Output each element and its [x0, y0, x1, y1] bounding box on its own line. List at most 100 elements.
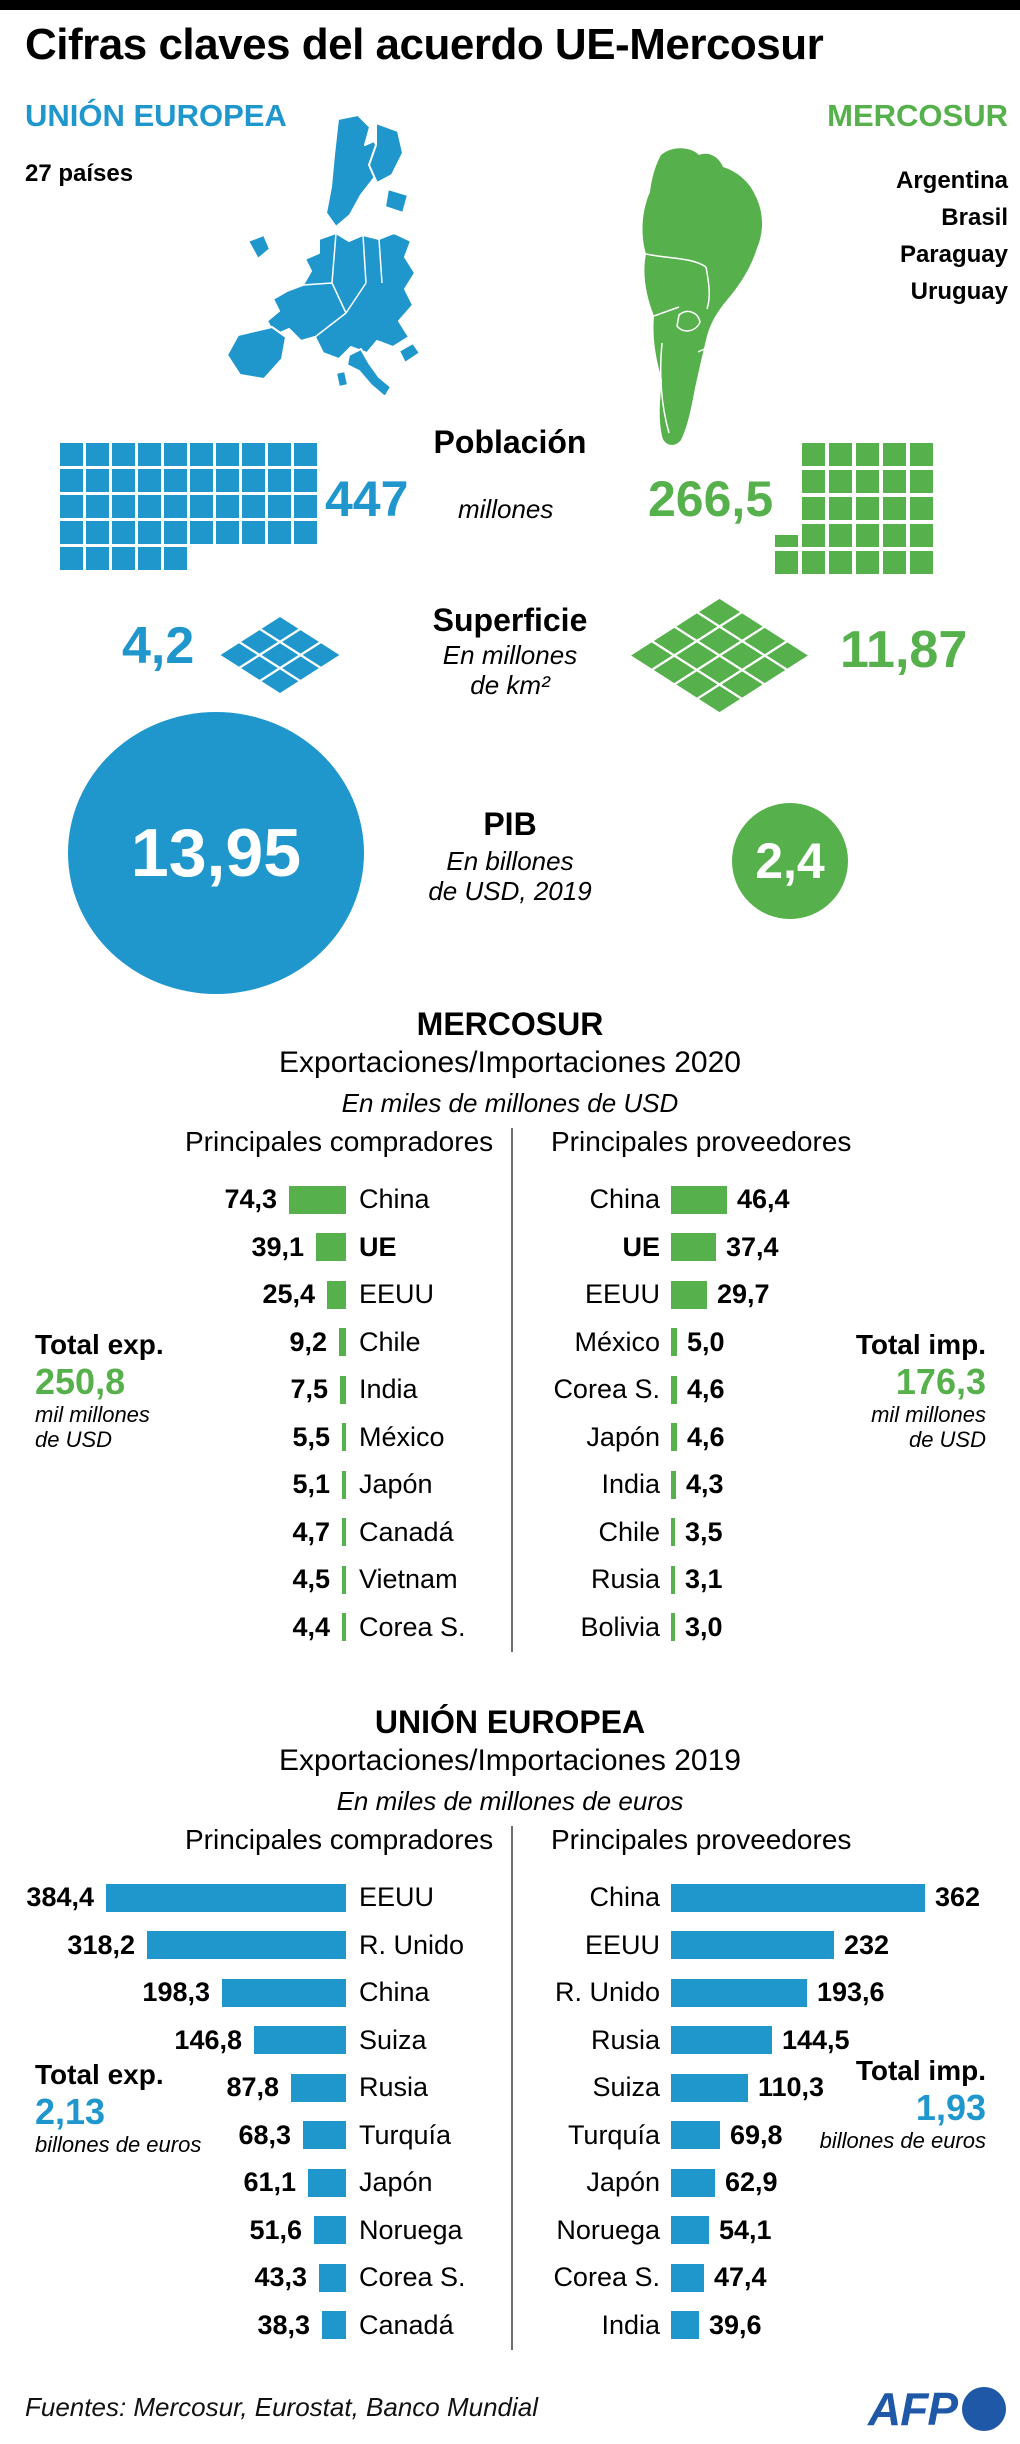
mercosur-population-waffle — [775, 443, 933, 574]
trade-row: EEUU 232 — [512, 1922, 1020, 1970]
bar-value-label: 110,3 — [758, 2072, 825, 2103]
afp-logo-text: AFP — [868, 2383, 958, 2435]
bar-value-label: 4,6 — [687, 1421, 725, 1452]
eu-gdp-circle: 13,95 — [68, 712, 364, 994]
country-label: China — [359, 1184, 430, 1215]
trade-row: 4,5 Vietnam — [0, 1556, 511, 1604]
country-label: Turquía — [567, 2119, 660, 2150]
trade-row: R. Unido 193,6 — [512, 1969, 1020, 2017]
trade-row: México 5,0 — [512, 1319, 1020, 1367]
country-label: Japón — [586, 1421, 660, 1452]
bar-value-label: 198,3 — [142, 1977, 210, 2008]
europe-map-icon — [226, 114, 421, 396]
bar — [671, 1185, 727, 1214]
trade-row: 39,1 UE — [0, 1224, 511, 1272]
bar — [339, 1328, 346, 1357]
waffle-partial-column — [775, 535, 798, 574]
waffle-square — [775, 551, 798, 574]
country-label: Vietnam — [359, 1564, 458, 1595]
mercosur-country-list: Argentina Brasil Paraguay Uruguay — [896, 162, 1008, 310]
bar-measure: 7,5 — [0, 1374, 346, 1405]
bar-value-label: 4,6 — [687, 1374, 725, 1405]
waffle-square — [856, 443, 879, 466]
bar-value-label: 384,4 — [26, 1882, 94, 1913]
country-label: UE — [622, 1231, 660, 1262]
trade-row: Chile 3,5 — [512, 1509, 1020, 1557]
bar-value-label: 38,3 — [257, 2309, 310, 2340]
waffle-square — [883, 524, 906, 547]
total-value: 250,8 — [35, 1361, 126, 1402]
waffle-square — [802, 443, 825, 466]
waffle-square — [138, 469, 161, 492]
bar — [291, 2073, 346, 2102]
bar-value-label: 4,7 — [292, 1516, 330, 1547]
waffle-square — [856, 497, 879, 520]
population-unit: millones — [458, 494, 554, 524]
bar — [671, 2168, 715, 2197]
total-unit: de USD — [35, 1427, 113, 1452]
mercosur-suppliers-rows: China 46,4 UE 37,4 EEUU 29,7 México 5,0 Corea S.… — [512, 1176, 1020, 1651]
bar — [671, 2263, 704, 2292]
bar — [671, 1613, 675, 1642]
waffle-square — [883, 497, 906, 520]
waffle-grid — [60, 443, 317, 570]
waffle-square — [883, 551, 906, 574]
waffle-square — [190, 469, 213, 492]
bar-value-label: 9,2 — [289, 1326, 327, 1357]
mercosur-chart-title: MERCOSUR — [416, 1006, 604, 1042]
trade-row: 87,8 Rusia — [0, 2064, 511, 2112]
mercosur-population-value: 266,5 — [648, 471, 774, 527]
waffle-square — [829, 470, 852, 493]
total-label: Total exp. — [35, 2059, 164, 2090]
bar — [671, 1233, 716, 1262]
mercosur-chart-unit: En miles de millones de USD — [341, 1088, 679, 1118]
eu-chart-unit: En miles de millones de euros — [336, 1786, 684, 1816]
total-unit: mil millones — [35, 1402, 150, 1427]
bar-value-label: 47,4 — [714, 2262, 767, 2293]
bar-value-label: 25,4 — [262, 1279, 315, 1310]
country-label: EEUU — [584, 1279, 660, 1310]
mercosur-buyers-rows: 74,3 China 39,1 UE 25,4 EEUU 9,2 Chile 7,5 India 5… — [0, 1176, 511, 1651]
eu-chart-title: UNIÓN EUROPEA — [374, 1704, 646, 1740]
country-label: Chile — [598, 1516, 660, 1547]
bar-value-label: 62,9 — [725, 2167, 778, 2198]
bar — [671, 1931, 834, 1960]
country-label: Japón — [359, 1469, 433, 1500]
eu-population-waffle — [60, 443, 317, 570]
trade-row: 318,2 R. Unido — [0, 1922, 511, 1970]
bar — [671, 1470, 676, 1499]
trade-row: 61,1 Japón — [0, 2159, 511, 2207]
waffle-square — [294, 469, 317, 492]
trade-row: 68,3 Turquía — [0, 2112, 511, 2160]
trade-row: Suiza 110,3 — [512, 2064, 1020, 2112]
bar-measure: 51,6 — [0, 2215, 346, 2246]
bar-value-label: 146,8 — [174, 2024, 242, 2055]
bar-measure: 5,1 — [0, 1469, 346, 1500]
bar-measure: 25,4 — [0, 1279, 346, 1310]
bar — [671, 2311, 699, 2340]
country-label: Rusia — [359, 2072, 429, 2103]
mercosur-total-exports: Total exp. 250,8 mil millones de USD — [35, 1328, 164, 1452]
country-label: China — [589, 1882, 660, 1913]
bar — [671, 1518, 675, 1547]
bar-measure: 61,1 — [0, 2167, 346, 2198]
south-america-map-icon — [642, 148, 763, 445]
eu-population-value: 447 — [325, 471, 409, 527]
waffle-square — [829, 497, 852, 520]
trade-row: 74,3 China — [0, 1176, 511, 1224]
waffle-square — [910, 470, 933, 493]
trade-row: India 39,6 — [512, 2302, 1020, 2350]
bar — [327, 1280, 346, 1309]
bar — [342, 1613, 346, 1642]
country-label: Chile — [359, 1326, 421, 1357]
bar — [671, 2026, 772, 2055]
total-unit: de USD — [908, 1427, 986, 1452]
waffle-square — [856, 470, 879, 493]
bar — [671, 1883, 925, 1912]
bar-measure: 74,3 — [0, 1184, 346, 1215]
bar-value-label: 37,4 — [726, 1231, 779, 1262]
mercosur-gdp-circle: 2,4 — [732, 803, 848, 919]
bar-value-label: 4,4 — [292, 1611, 330, 1642]
country-label: EEUU — [584, 1929, 660, 1960]
total-value: 1,93 — [915, 2087, 986, 2128]
